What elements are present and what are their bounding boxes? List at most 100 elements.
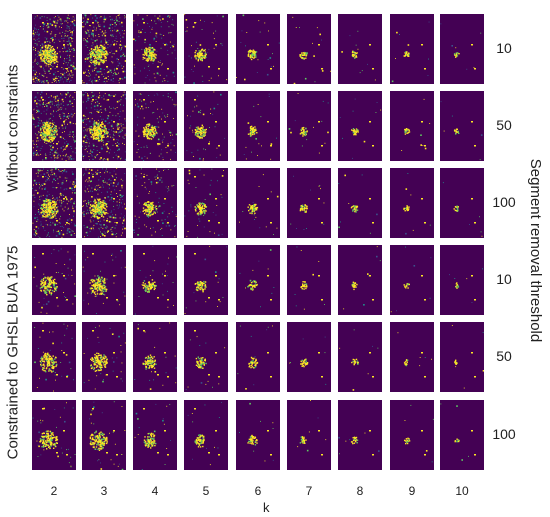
column-label: 4 [151,484,159,498]
map-raster [236,14,280,81]
map-panel [287,168,331,238]
row-label: 10 [496,271,512,287]
column-label: 2 [50,484,58,498]
map-panel [287,400,331,470]
map-raster [289,336,327,385]
map-raster [403,173,431,235]
map-panel [390,400,434,470]
map-panel [133,91,177,161]
map-raster [397,332,432,378]
map-raster [133,91,177,161]
map-raster [185,330,226,390]
map-raster [449,268,483,303]
map-raster [32,402,76,468]
map-panel [338,91,382,161]
map-panel [236,14,280,84]
map-panel [184,168,228,238]
row-label: 10 [496,40,512,56]
map-panel [133,245,177,315]
map-raster [82,14,126,84]
right-axis-title: Segment removal threshold [526,158,544,342]
map-panel [440,322,484,392]
map-panel [338,400,382,470]
map-panel [184,14,228,84]
map-panel [133,14,177,84]
map-panel [236,245,280,315]
map-panel [390,91,434,161]
map-raster [134,245,177,315]
map-panel [236,322,280,392]
map-panel [440,168,484,238]
map-raster [401,98,431,151]
column-label: 7 [305,484,313,498]
map-raster [82,250,126,314]
map-panel [184,245,228,315]
map-raster [391,21,430,83]
column-label: 6 [254,484,262,498]
map-raster [341,30,376,81]
map-panel [236,168,280,238]
map-raster [32,168,76,238]
map-raster [297,400,327,456]
map-panel [32,168,76,238]
map-panel [133,168,177,238]
map-panel [82,322,126,392]
map-panel [338,322,382,392]
map-raster [82,91,126,161]
map-panel [287,245,331,315]
map-panel [133,400,177,470]
map-raster [442,182,483,237]
map-raster [184,245,228,314]
map-panel [32,245,76,315]
map-panel [82,91,126,161]
map-panel [338,245,382,315]
map-panel [390,322,434,392]
map-raster [290,175,325,230]
map-panel [32,400,76,470]
map-raster [440,23,482,70]
map-raster [33,248,76,314]
map-panel [390,168,434,238]
map-raster [184,14,228,84]
map-panel [32,14,76,84]
row-label: 100 [492,194,516,210]
map-panel [287,91,331,161]
map-raster [239,174,279,235]
group-label-constrained: Constrained to GHSL BUA 1975 [4,245,22,459]
map-panel [236,91,280,161]
map-raster [237,325,273,390]
map-raster [288,93,329,154]
map-panel [390,14,434,84]
map-raster [338,174,378,234]
map-raster [390,246,432,313]
map-panel [440,245,484,315]
map-panel [32,91,76,161]
x-axis-label: k [263,500,270,515]
map-raster [339,98,382,159]
map-panel [82,400,126,470]
map-panel [184,91,228,161]
row-label: 100 [492,426,516,442]
map-raster [133,168,177,238]
map-raster [82,168,126,238]
map-panel [440,400,484,470]
map-panel [236,400,280,470]
map-panel [440,91,484,161]
map-raster [294,246,325,310]
map-panel [184,400,228,470]
map-raster [440,403,476,461]
map-panel [82,245,126,315]
map-panel [82,14,126,84]
map-panel [184,322,228,392]
map-raster [184,168,224,238]
map-raster [239,249,275,308]
map-panel [82,168,126,238]
map-raster [32,91,76,161]
map-raster [186,91,226,161]
map-panel [390,245,434,315]
map-raster [451,325,484,389]
map-panel [440,14,484,84]
row-label: 50 [496,348,512,364]
map-raster [292,16,331,84]
